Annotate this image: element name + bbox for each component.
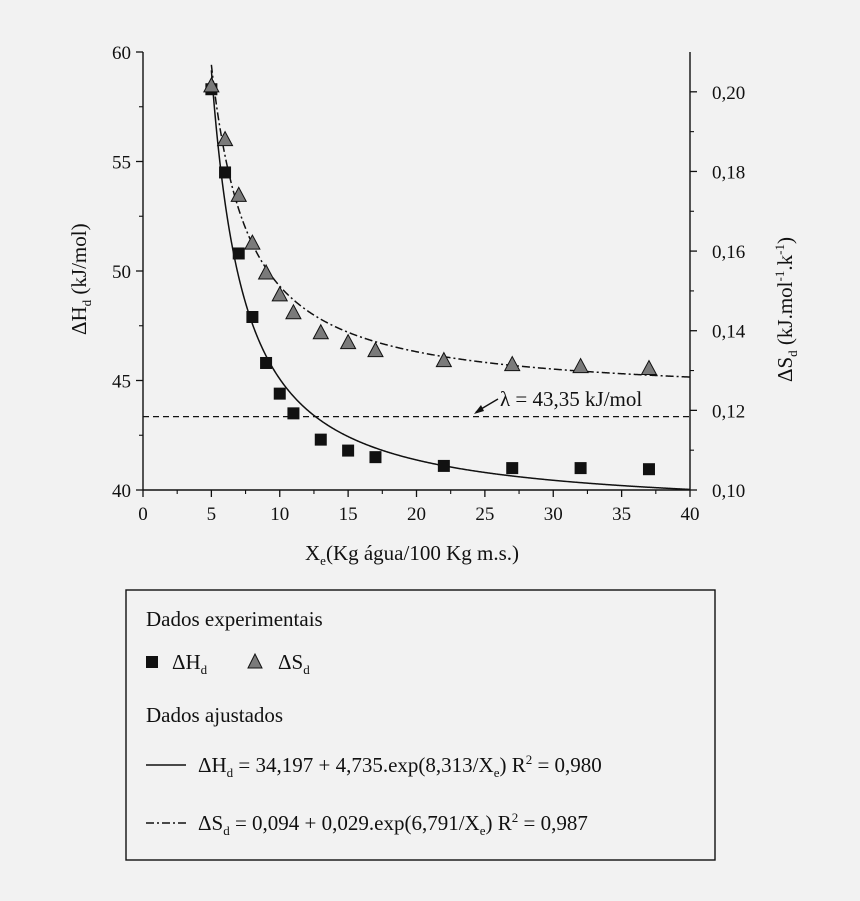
y-left-axis-title: ΔHd (kJ/mol) [67, 223, 94, 335]
y-left-tick-label: 40 [112, 481, 131, 502]
legend-equation-ds: ΔSd = 0,094 + 0,029.exp(6,791/Xe) R2 = 0… [198, 810, 588, 838]
y-right-axis-title: ΔSd (kJ.mol-1.k-1) [772, 237, 800, 382]
y-right-tick-label: 0,20 [712, 83, 745, 104]
legend-frame [125, 589, 716, 861]
y-left-tick-label: 45 [112, 372, 131, 393]
data-point-dh [342, 444, 355, 457]
y-right-tick-label: 0,14 [712, 322, 746, 343]
data-point-ds [257, 263, 275, 280]
data-point-dh [260, 356, 273, 369]
data-point-ds [285, 303, 302, 320]
data-point-dh [574, 462, 587, 475]
data-point-dh [273, 387, 286, 400]
legend-square-marker [146, 656, 158, 668]
x-tick-label: 35 [612, 504, 631, 525]
data-point-dh [369, 451, 382, 464]
x-tick-label: 5 [207, 504, 217, 525]
legend-heading-fitted: Dados ajustados [146, 703, 283, 727]
data-point-ds [640, 359, 658, 376]
legend-heading-experimental: Dados experimentais [146, 607, 323, 631]
x-tick-label: 40 [681, 504, 700, 525]
data-point-ds [216, 130, 234, 147]
data-point-ds [312, 323, 330, 340]
x-tick-label: 0 [138, 504, 148, 525]
y-left-tick-label: 60 [112, 43, 131, 64]
fit-curve-ds [210, 64, 690, 378]
annotation-arrowhead [474, 405, 484, 414]
data-point-dh [437, 459, 450, 472]
y-left-tick-label: 50 [112, 262, 131, 283]
data-point-ds [203, 76, 220, 93]
data-point-dh [219, 166, 232, 179]
data-point-ds [503, 355, 521, 372]
legend-equation-dh: ΔHd = 34,197 + 4,735.exp(8,313/Xe) R2 = … [198, 752, 602, 780]
x-tick-label: 20 [407, 504, 426, 525]
data-point-ds [271, 285, 289, 302]
y-right-tick-label: 0,12 [712, 401, 745, 422]
legend-item-dh: ΔHd [172, 650, 208, 677]
x-tick-label: 10 [270, 504, 289, 525]
x-tick-label: 25 [475, 504, 494, 525]
y-right-tick-label: 0,16 [712, 242, 745, 263]
legend-triangle-marker [247, 652, 263, 669]
data-point-ds [339, 333, 357, 350]
data-point-ds [435, 351, 453, 368]
fit-curve-dh [210, 70, 690, 490]
data-point-dh [232, 247, 245, 260]
data-point-ds [230, 186, 248, 202]
data-point-dh [642, 463, 655, 476]
data-point-dh [287, 407, 300, 420]
data-point-ds [572, 357, 589, 374]
x-axis-title: Xe(Kg água/100 Kg m.s.) [305, 541, 519, 568]
y-right-tick-label: 0,18 [712, 162, 745, 183]
x-tick-label: 15 [339, 504, 358, 525]
plot-area: 0 5 10 15 20 25 30 35 40 40 45 50 55 60 0,10 0,12 0,14 0,… [112, 43, 746, 525]
data-point-dh [314, 433, 327, 446]
legend: Dados experimentais ΔHd ΔSd Dados ajusta… [125, 589, 716, 861]
lambda-annotation: λ = 43,35 kJ/mol [474, 387, 642, 414]
legend-item-ds: ΔSd [278, 650, 310, 677]
data-point-ds [367, 341, 384, 358]
data-point-ds [244, 234, 261, 250]
x-tick-label: 30 [544, 504, 563, 525]
lambda-label: λ = 43,35 kJ/mol [500, 387, 642, 411]
data-point-dh [246, 310, 259, 323]
y-right-tick-label: 0,10 [712, 481, 745, 502]
y-left-tick-label: 55 [112, 153, 131, 174]
data-point-dh [506, 462, 519, 475]
